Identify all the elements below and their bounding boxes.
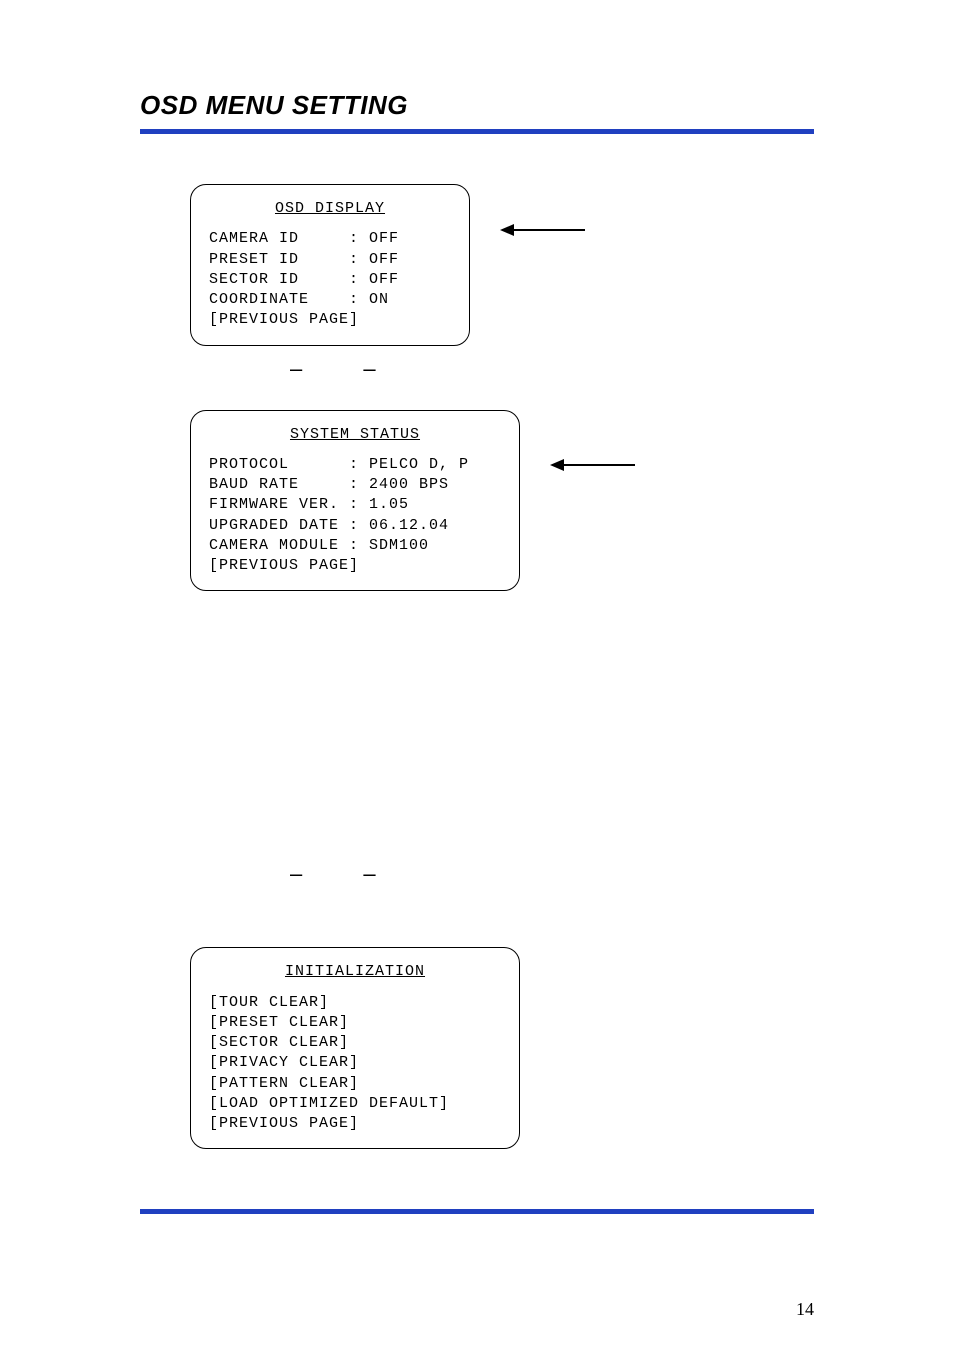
dashes-2: – –: [290, 861, 814, 887]
status-row-baudrate: BAUD RATE : 2400 BPS: [209, 475, 501, 495]
status-previous-page: [PREVIOUS PAGE]: [209, 556, 501, 576]
init-previous-page: [PREVIOUS PAGE]: [209, 1114, 501, 1134]
system-status-header: SYSTEM STATUS: [209, 425, 501, 445]
status-row-upgraded: UPGRADED DATE : 06.12.04: [209, 516, 501, 536]
arrow-left-icon: [500, 220, 590, 240]
system-status-row: SYSTEM STATUS PROTOCOL : PELCO D, P BAUD…: [140, 410, 814, 592]
page: OSD MENU SETTING OSD DISPLAY CAMERA ID :…: [0, 0, 954, 1350]
arrow-left-icon: [550, 455, 640, 475]
gap: [140, 601, 814, 861]
osd-display-header: OSD DISPLAY: [209, 199, 451, 219]
dashes-1: – –: [290, 356, 814, 382]
osd-previous-page: [PREVIOUS PAGE]: [209, 310, 451, 330]
init-load-default: [LOAD OPTIMIZED DEFAULT]: [209, 1094, 501, 1114]
init-sector-clear: [SECTOR CLEAR]: [209, 1033, 501, 1053]
osd-display-row: OSD DISPLAY CAMERA ID : OFF PRESET ID : …: [140, 184, 814, 346]
page-title: OSD MENU SETTING: [140, 90, 814, 121]
init-tour-clear: [TOUR CLEAR]: [209, 993, 501, 1013]
osd-row-coordinate: COORDINATE : ON: [209, 290, 451, 310]
status-row-protocol: PROTOCOL : PELCO D, P: [209, 455, 501, 475]
initialization-header: INITIALIZATION: [209, 962, 501, 982]
bottom-underline: [140, 1209, 814, 1214]
initialization-row: INITIALIZATION [TOUR CLEAR] [PRESET CLEA…: [140, 947, 814, 1149]
osd-row-camera-id: CAMERA ID : OFF: [209, 229, 451, 249]
initialization-panel: INITIALIZATION [TOUR CLEAR] [PRESET CLEA…: [190, 947, 520, 1149]
system-status-panel: SYSTEM STATUS PROTOCOL : PELCO D, P BAUD…: [190, 410, 520, 592]
init-pattern-clear: [PATTERN CLEAR]: [209, 1074, 501, 1094]
osd-row-sector-id: SECTOR ID : OFF: [209, 270, 451, 290]
status-row-firmware: FIRMWARE VER. : 1.05: [209, 495, 501, 515]
page-number: 14: [796, 1299, 814, 1320]
osd-display-panel: OSD DISPLAY CAMERA ID : OFF PRESET ID : …: [190, 184, 470, 346]
status-row-camera-module: CAMERA MODULE : SDM100: [209, 536, 501, 556]
init-privacy-clear: [PRIVACY CLEAR]: [209, 1053, 501, 1073]
osd-row-preset-id: PRESET ID : OFF: [209, 250, 451, 270]
init-preset-clear: [PRESET CLEAR]: [209, 1013, 501, 1033]
title-underline: [140, 129, 814, 134]
